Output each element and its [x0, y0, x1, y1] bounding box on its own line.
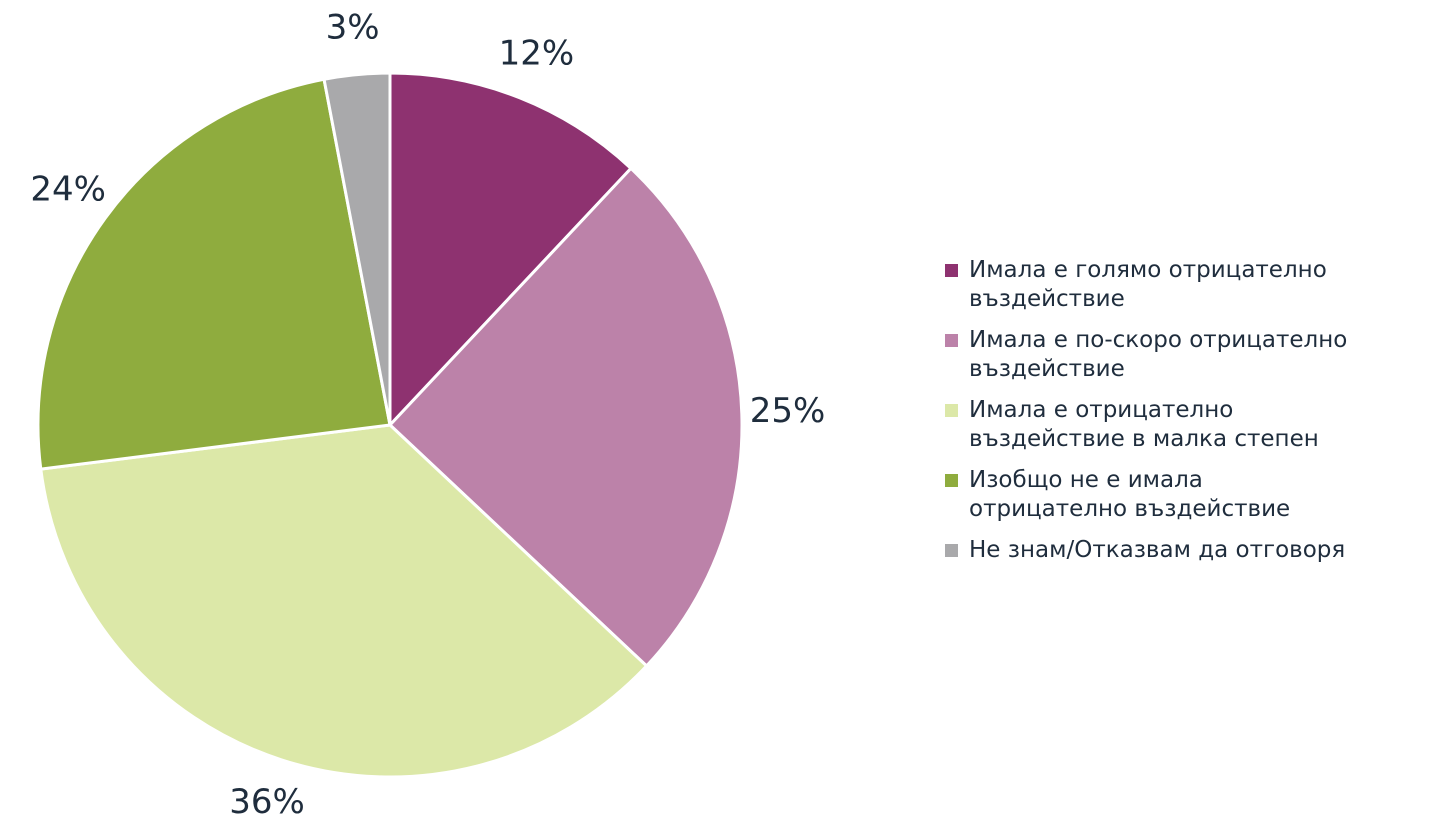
legend-label: Изобщо не е имала отрицателно въздействи…: [969, 467, 1291, 522]
pie-slice: [388, 71, 634, 429]
data-label: 3%: [326, 8, 380, 48]
legend-label: Имала е голямо отрицателно въздействие: [969, 257, 1327, 312]
legend-item: Изобщо не е имала отрицателно въздействи…: [945, 466, 1365, 524]
data-label: 36%: [229, 782, 305, 820]
data-label: 25%: [750, 391, 826, 431]
legend-item: Имала е отрицателно въздействие в малка …: [945, 396, 1365, 454]
legend-swatch: [945, 544, 958, 557]
legend-swatch: [945, 474, 958, 487]
legend-item: Имала е по-скоро отрицателно въздействие: [945, 326, 1365, 384]
legend-item: Имала е голямо отрицателно въздействие: [945, 256, 1365, 314]
legend-label: Имала е по-скоро отрицателно въздействие: [969, 327, 1348, 382]
legend-item: Не знам/Отказвам да отговоря: [945, 536, 1365, 565]
pie-slice: [39, 423, 649, 779]
data-label: 24%: [30, 170, 106, 210]
legend-label: Не знам/Отказвам да отговоря: [969, 537, 1346, 563]
chart: 12% 25% 36% 24% 3%: [30, 8, 826, 820]
pie-slice: [322, 71, 392, 426]
legend: Имала е голямо отрицателно въздействие Им…: [945, 256, 1365, 577]
pie-slice: [387, 166, 744, 669]
data-label: 12%: [499, 34, 575, 74]
legend-label: Имала е отрицателно въздействие в малка …: [969, 397, 1319, 452]
legend-swatch: [945, 264, 958, 277]
pie-slice: [36, 77, 392, 471]
legend-swatch: [945, 404, 958, 417]
legend-swatch: [945, 334, 958, 347]
